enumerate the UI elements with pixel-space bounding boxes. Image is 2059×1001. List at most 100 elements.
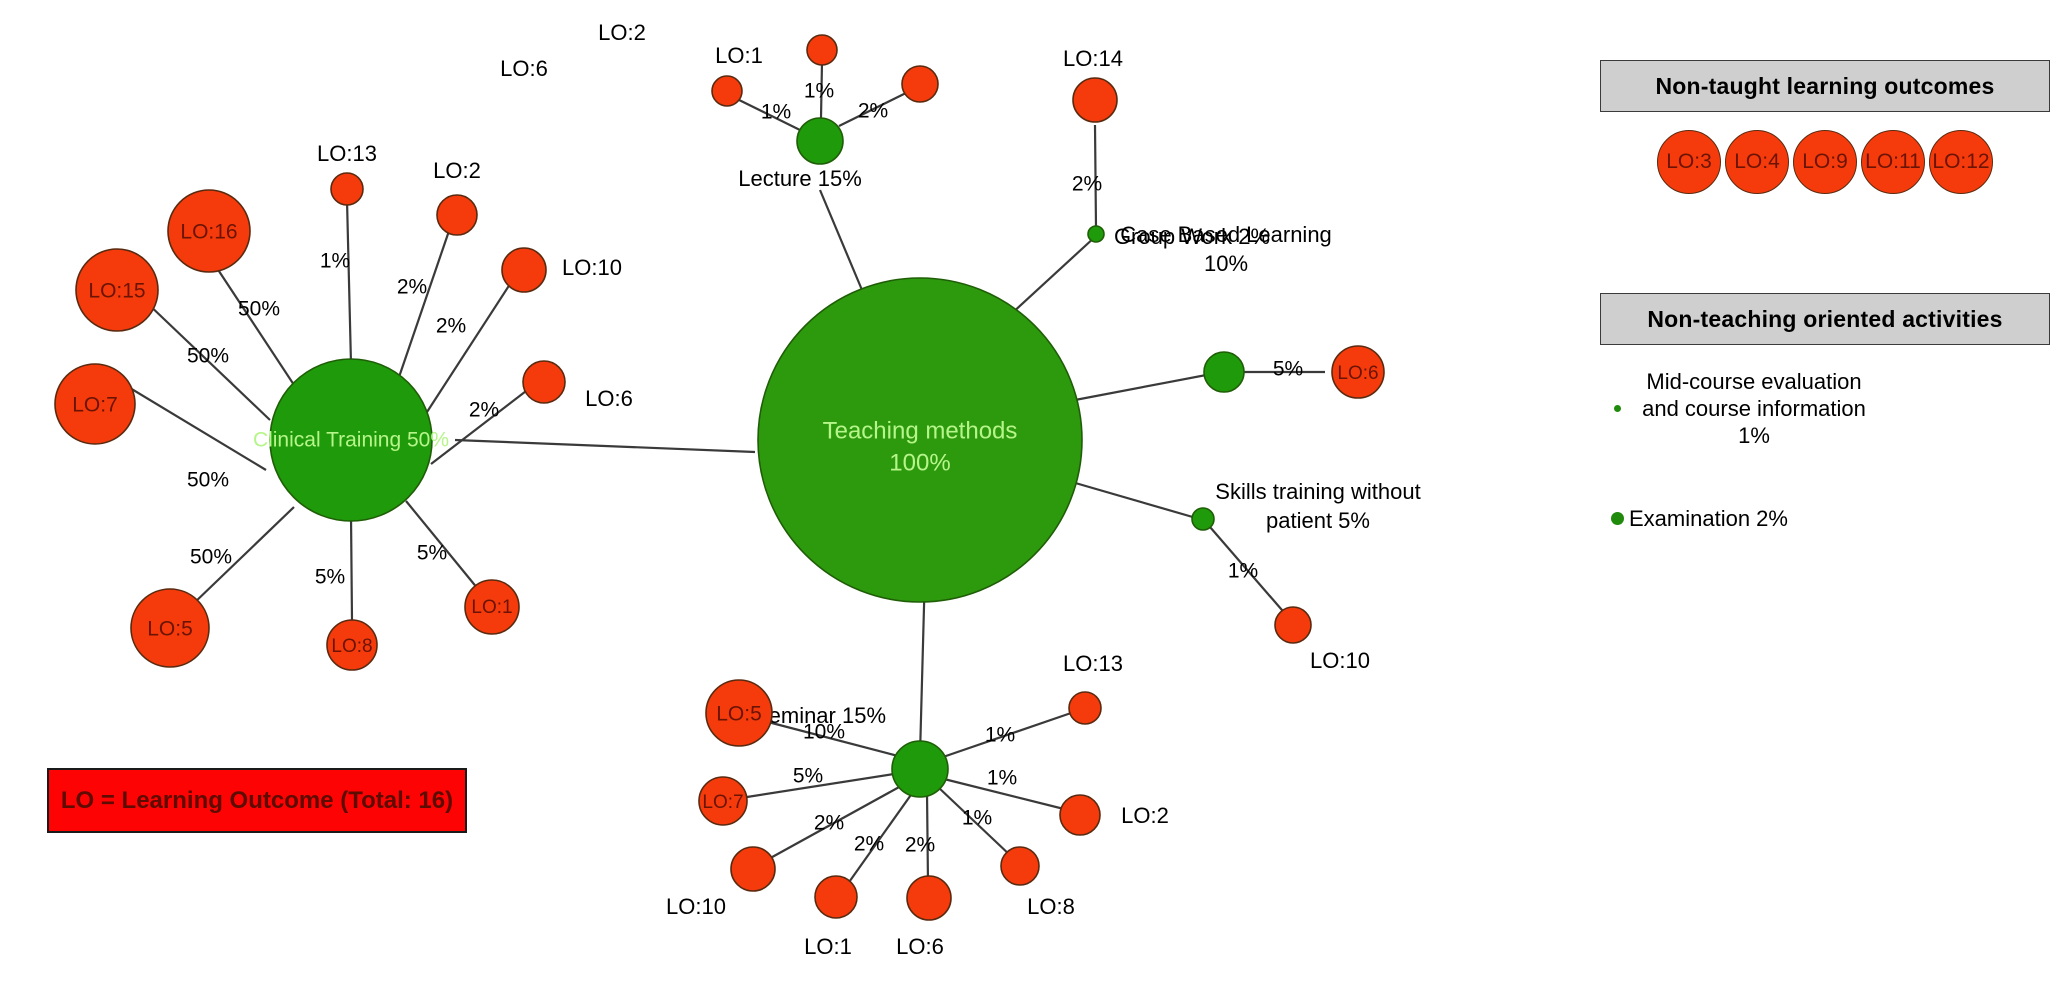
node-clinical-lo-10[interactable] — [501, 247, 547, 293]
green-dot-icon — [1610, 512, 1624, 525]
center-node-group: Teaching methods 100% — [757, 277, 1083, 603]
node-lo-13[interactable] — [330, 172, 364, 206]
edge-pct-lecture-lo6: 1% — [761, 101, 791, 124]
edge-pct-seminar-lo6: 2% — [905, 834, 935, 857]
label-clinical-lo-2: LO:2 — [433, 158, 481, 183]
cluster-clinical-training: Clinical Training 50% LO:16 50% LO:13 1%… — [54, 141, 633, 671]
node-case-based-label-line1: Case Based Learning — [1120, 222, 1332, 247]
edge-clinical-lo6 — [430, 387, 531, 465]
edge-pct-seminar-lo5: 10% — [803, 721, 845, 744]
node-skills-training-lo-10[interactable] — [1274, 606, 1312, 644]
green-dot-icon — [1613, 405, 1621, 412]
node-teaching-methods[interactable] — [757, 277, 1083, 603]
non-taught-chip-list: LO:3 LO:4 LO:9 LO:11 LO:12 — [1600, 128, 2050, 196]
node-clinical-lo-2[interactable] — [436, 194, 478, 236]
edge-pct-clinical-lo13: 1% — [320, 250, 350, 273]
edge-clinical-lo1 — [405, 500, 479, 590]
node-seminar-lo-2[interactable] — [1059, 794, 1101, 836]
edge-clinical-lo13 — [345, 199, 353, 365]
label-lo-13: LO:13 — [317, 141, 377, 166]
activity-label-examination: Examination 2% — [1629, 506, 1788, 531]
node-seminar[interactable] — [891, 740, 949, 798]
label-seminar-lo-13: LO:13 — [1063, 651, 1123, 676]
node-lecture-lo-1[interactable] — [901, 65, 939, 103]
edge-pct-clinical-lo10: 2% — [436, 315, 466, 338]
node-seminar-lo-7[interactable] — [698, 776, 748, 826]
edge-center-lecture — [818, 189, 864, 291]
node-clinical-training[interactable] — [269, 358, 433, 522]
node-lo-16-label: LO:16 — [180, 221, 237, 244]
node-lo-5[interactable] — [130, 588, 210, 668]
non-taught-panel-title: Non-taught learning outcomes — [1655, 72, 1995, 99]
node-case-based-lo-6[interactable] — [1331, 345, 1385, 399]
node-lo-5-label: LO:5 — [147, 618, 193, 641]
node-clinical-lo-6[interactable] — [522, 360, 566, 404]
lo-legend-box: LO = Learning Outcome (Total: 16) — [47, 768, 467, 833]
node-seminar-lo-13[interactable] — [1068, 691, 1102, 725]
label-lecture-lo-6: LO:6 — [500, 56, 548, 81]
non-taught-panel-header: Non-taught learning outcomes — [1600, 60, 2050, 112]
node-skills-training-label-line1: Skills training without — [1215, 479, 1420, 504]
node-seminar-lo-5-label: LO:5 — [716, 703, 762, 726]
node-case-based-lo-6-label: LO:6 — [1337, 363, 1378, 384]
cluster-group-work: Group Work 2% LO:14 2% — [1063, 46, 1270, 249]
node-seminar-lo-5[interactable] — [705, 679, 773, 747]
edge-seminar-lo1 — [846, 791, 914, 886]
node-seminar-lo-10[interactable] — [730, 846, 776, 892]
node-lo-8-label: LO:8 — [331, 636, 372, 657]
node-clinical-lo-1-label: LO:1 — [471, 597, 512, 618]
edge-clinical-lo7 — [124, 384, 267, 471]
edge-group-work-lo14 — [1093, 124, 1098, 229]
edge-center-skills-training — [1064, 478, 1204, 522]
node-group-work-label: Group Work 2% — [1114, 224, 1270, 249]
edge-pct-clinical-lo1: 5% — [417, 542, 447, 565]
edge-pct-seminar-lo13: 1% — [985, 724, 1015, 747]
chip-lo-3-label: LO:3 — [1666, 150, 1712, 173]
activity-dot-cell — [1600, 405, 1634, 412]
node-skills-training[interactable] — [1191, 507, 1215, 531]
node-lecture-lo-6[interactable] — [711, 75, 743, 107]
chip-lo-11[interactable]: LO:11 — [1861, 130, 1925, 194]
node-group-work[interactable] — [1087, 225, 1105, 243]
node-lo-7[interactable] — [54, 363, 136, 445]
node-clinical-training-label: Clinical Training 50% — [253, 429, 449, 452]
edge-center-case-based — [1074, 370, 1223, 402]
edge-pct-clinical-lo15: 50% — [187, 345, 229, 368]
node-clinical-lo-1[interactable] — [464, 579, 520, 635]
edge-pct-group-work-lo14: 2% — [1072, 173, 1102, 196]
chip-lo-4[interactable]: LO:4 — [1725, 130, 1789, 194]
node-lo-14[interactable] — [1072, 77, 1118, 123]
edge-pct-seminar-lo10: 2% — [814, 812, 844, 835]
edge-pct-clinical-lo5: 50% — [190, 546, 232, 569]
node-lo-16[interactable] — [167, 189, 251, 273]
label-seminar-lo-1: LO:1 — [804, 934, 852, 959]
node-lecture-lo-2[interactable] — [806, 34, 838, 66]
label-seminar-lo-6: LO:6 — [896, 934, 944, 959]
chip-lo-12[interactable]: LO:12 — [1929, 130, 1993, 194]
activity-row-examination[interactable]: Examination 2% — [1600, 505, 2059, 532]
edge-pct-lecture-lo1: 2% — [858, 100, 888, 123]
node-lo-8[interactable] — [326, 619, 378, 671]
non-teaching-panel-title: Non-teaching oriented activities — [1647, 305, 2003, 332]
chip-lo-11-label: LO:11 — [1865, 150, 1921, 173]
edge-lecture-lo1 — [838, 90, 911, 127]
edge-clinical-lo8 — [349, 514, 354, 622]
edge-pct-seminar-lo2: 1% — [987, 767, 1017, 790]
activity-row-mid-course-evaluation[interactable]: Mid-course evaluation and course informa… — [1600, 368, 2059, 449]
node-lecture[interactable] — [796, 117, 844, 165]
edge-pct-clinical-lo6: 2% — [469, 399, 499, 422]
edge-pct-seminar-lo8: 1% — [962, 807, 992, 830]
node-seminar-lo-8[interactable] — [1000, 846, 1040, 886]
node-teaching-methods-line1: Teaching methods — [823, 417, 1018, 444]
node-seminar-label: Seminar 15% — [754, 703, 886, 728]
node-seminar-lo-1[interactable] — [814, 875, 858, 919]
cluster-skills-training: Skills training without patient 5% LO:10… — [1191, 479, 1421, 673]
cluster-seminar: Seminar 15% LO:5 10% LO:13 1% LO:7 5% LO… — [666, 651, 1169, 959]
node-lo-15[interactable] — [75, 248, 159, 332]
chip-lo-9[interactable]: LO:9 — [1793, 130, 1857, 194]
chip-lo-3[interactable]: LO:3 — [1657, 130, 1721, 194]
node-case-based-learning[interactable] — [1203, 351, 1245, 393]
node-seminar-lo-6[interactable] — [906, 875, 952, 921]
non-teaching-panel-header: Non-teaching oriented activities — [1600, 293, 2050, 345]
